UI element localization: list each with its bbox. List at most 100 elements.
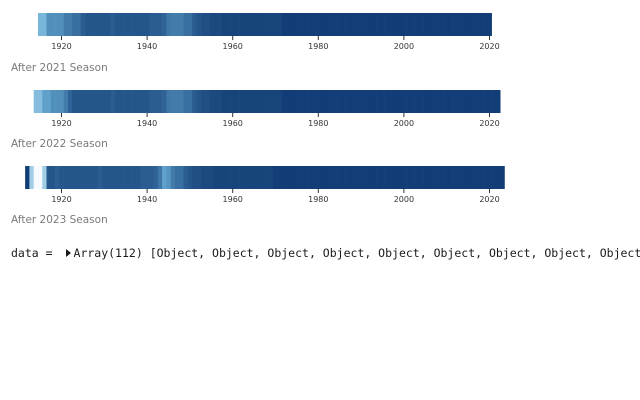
season-stripe xyxy=(444,13,450,36)
season-stripe xyxy=(277,13,283,36)
season-stripe xyxy=(277,166,283,189)
season-stripe xyxy=(487,166,492,189)
season-stripe xyxy=(127,13,133,36)
season-stripe xyxy=(80,90,86,113)
season-stripe xyxy=(85,13,90,36)
season-stripe xyxy=(320,13,326,36)
season-stripe xyxy=(273,90,278,113)
season-stripe xyxy=(380,13,385,36)
season-stripe xyxy=(144,90,150,113)
season-stripe xyxy=(401,166,407,189)
season-stripe xyxy=(50,13,56,36)
season-stripe xyxy=(363,13,368,36)
season-stripe xyxy=(303,13,308,36)
season-stripe xyxy=(401,13,407,36)
season-stripe xyxy=(251,13,257,36)
season-stripe xyxy=(226,13,231,36)
season-stripe xyxy=(427,13,433,36)
x-tick-label: 1940 xyxy=(137,42,157,51)
expand-triangle-icon[interactable] xyxy=(65,249,71,257)
x-tick-label: 2020 xyxy=(479,42,499,51)
season-stripe xyxy=(127,166,133,189)
console-array-label[interactable]: Array(112) xyxy=(73,246,143,260)
season-stripe xyxy=(72,90,77,113)
season-stripe xyxy=(465,90,471,113)
x-tick-label: 2020 xyxy=(479,119,499,128)
season-stripe xyxy=(474,13,480,36)
season-stripe xyxy=(42,166,47,189)
season-stripe xyxy=(376,166,381,189)
console-var-name: data xyxy=(11,246,39,260)
season-stripe xyxy=(217,90,223,113)
season-stripe xyxy=(106,13,112,36)
season-stripe xyxy=(33,166,39,189)
season-stripe xyxy=(149,13,154,36)
x-tick-label: 1980 xyxy=(308,119,328,128)
season-stripe xyxy=(123,166,129,189)
season-stripe xyxy=(162,90,167,113)
season-stripe xyxy=(414,90,420,113)
season-stripe xyxy=(363,90,368,113)
season-stripe xyxy=(243,166,248,189)
x-tick-label: 2020 xyxy=(479,195,499,204)
season-stripe xyxy=(55,90,60,113)
season-stripe xyxy=(427,166,433,189)
season-stripe xyxy=(269,13,274,36)
season-stripe xyxy=(170,13,176,36)
season-stripe xyxy=(187,90,193,113)
season-stripe xyxy=(162,13,167,36)
season-stripe xyxy=(333,90,338,113)
season-stripe xyxy=(123,13,129,36)
season-stripe xyxy=(367,90,373,113)
season-stripe xyxy=(243,90,248,113)
season-stripe xyxy=(140,13,146,36)
season-stripe xyxy=(277,90,283,113)
season-stripe xyxy=(42,13,47,36)
x-tick-label: 1960 xyxy=(223,119,243,128)
season-stripe xyxy=(132,13,137,36)
season-stripe xyxy=(406,90,411,113)
season-stripe xyxy=(179,90,184,113)
x-tick-label: 2000 xyxy=(394,42,414,51)
season-stripe xyxy=(46,13,52,36)
season-stripe xyxy=(307,13,313,36)
season-stripe xyxy=(89,90,94,113)
season-stripe xyxy=(136,90,141,113)
season-stripe xyxy=(110,90,116,113)
season-stripe xyxy=(260,90,266,113)
season-stripe xyxy=(474,166,480,189)
season-stripe xyxy=(234,90,240,113)
season-stripe xyxy=(436,90,441,113)
season-stripe xyxy=(59,90,64,113)
season-stripe xyxy=(393,13,398,36)
season-stripe xyxy=(209,90,214,113)
season-stripe xyxy=(157,90,163,113)
season-stripe xyxy=(72,13,77,36)
season-stripe xyxy=(406,13,411,36)
season-stripe xyxy=(234,13,240,36)
season-stripe xyxy=(170,166,176,189)
season-stripe xyxy=(448,90,454,113)
season-stripe xyxy=(461,166,467,189)
season-stripe xyxy=(457,13,462,36)
season-stripe xyxy=(179,166,184,189)
season-stripe xyxy=(119,90,124,113)
season-stripe xyxy=(495,90,501,113)
season-stripe xyxy=(55,166,60,189)
season-stripe xyxy=(166,166,171,189)
season-stripe xyxy=(132,90,137,113)
season-stripe xyxy=(393,166,398,189)
season-stripe xyxy=(204,90,210,113)
season-stripe xyxy=(320,90,326,113)
season-stripe xyxy=(371,90,377,113)
season-stripe xyxy=(346,166,351,189)
season-stripe xyxy=(380,90,385,113)
season-stripe xyxy=(299,90,304,113)
season-stripe xyxy=(256,13,261,36)
season-stripe xyxy=(76,13,82,36)
season-stripe xyxy=(222,166,227,189)
season-stripe xyxy=(102,90,107,113)
season-stripe xyxy=(307,90,313,113)
season-stripe xyxy=(67,90,73,113)
season-stripe xyxy=(183,13,189,36)
